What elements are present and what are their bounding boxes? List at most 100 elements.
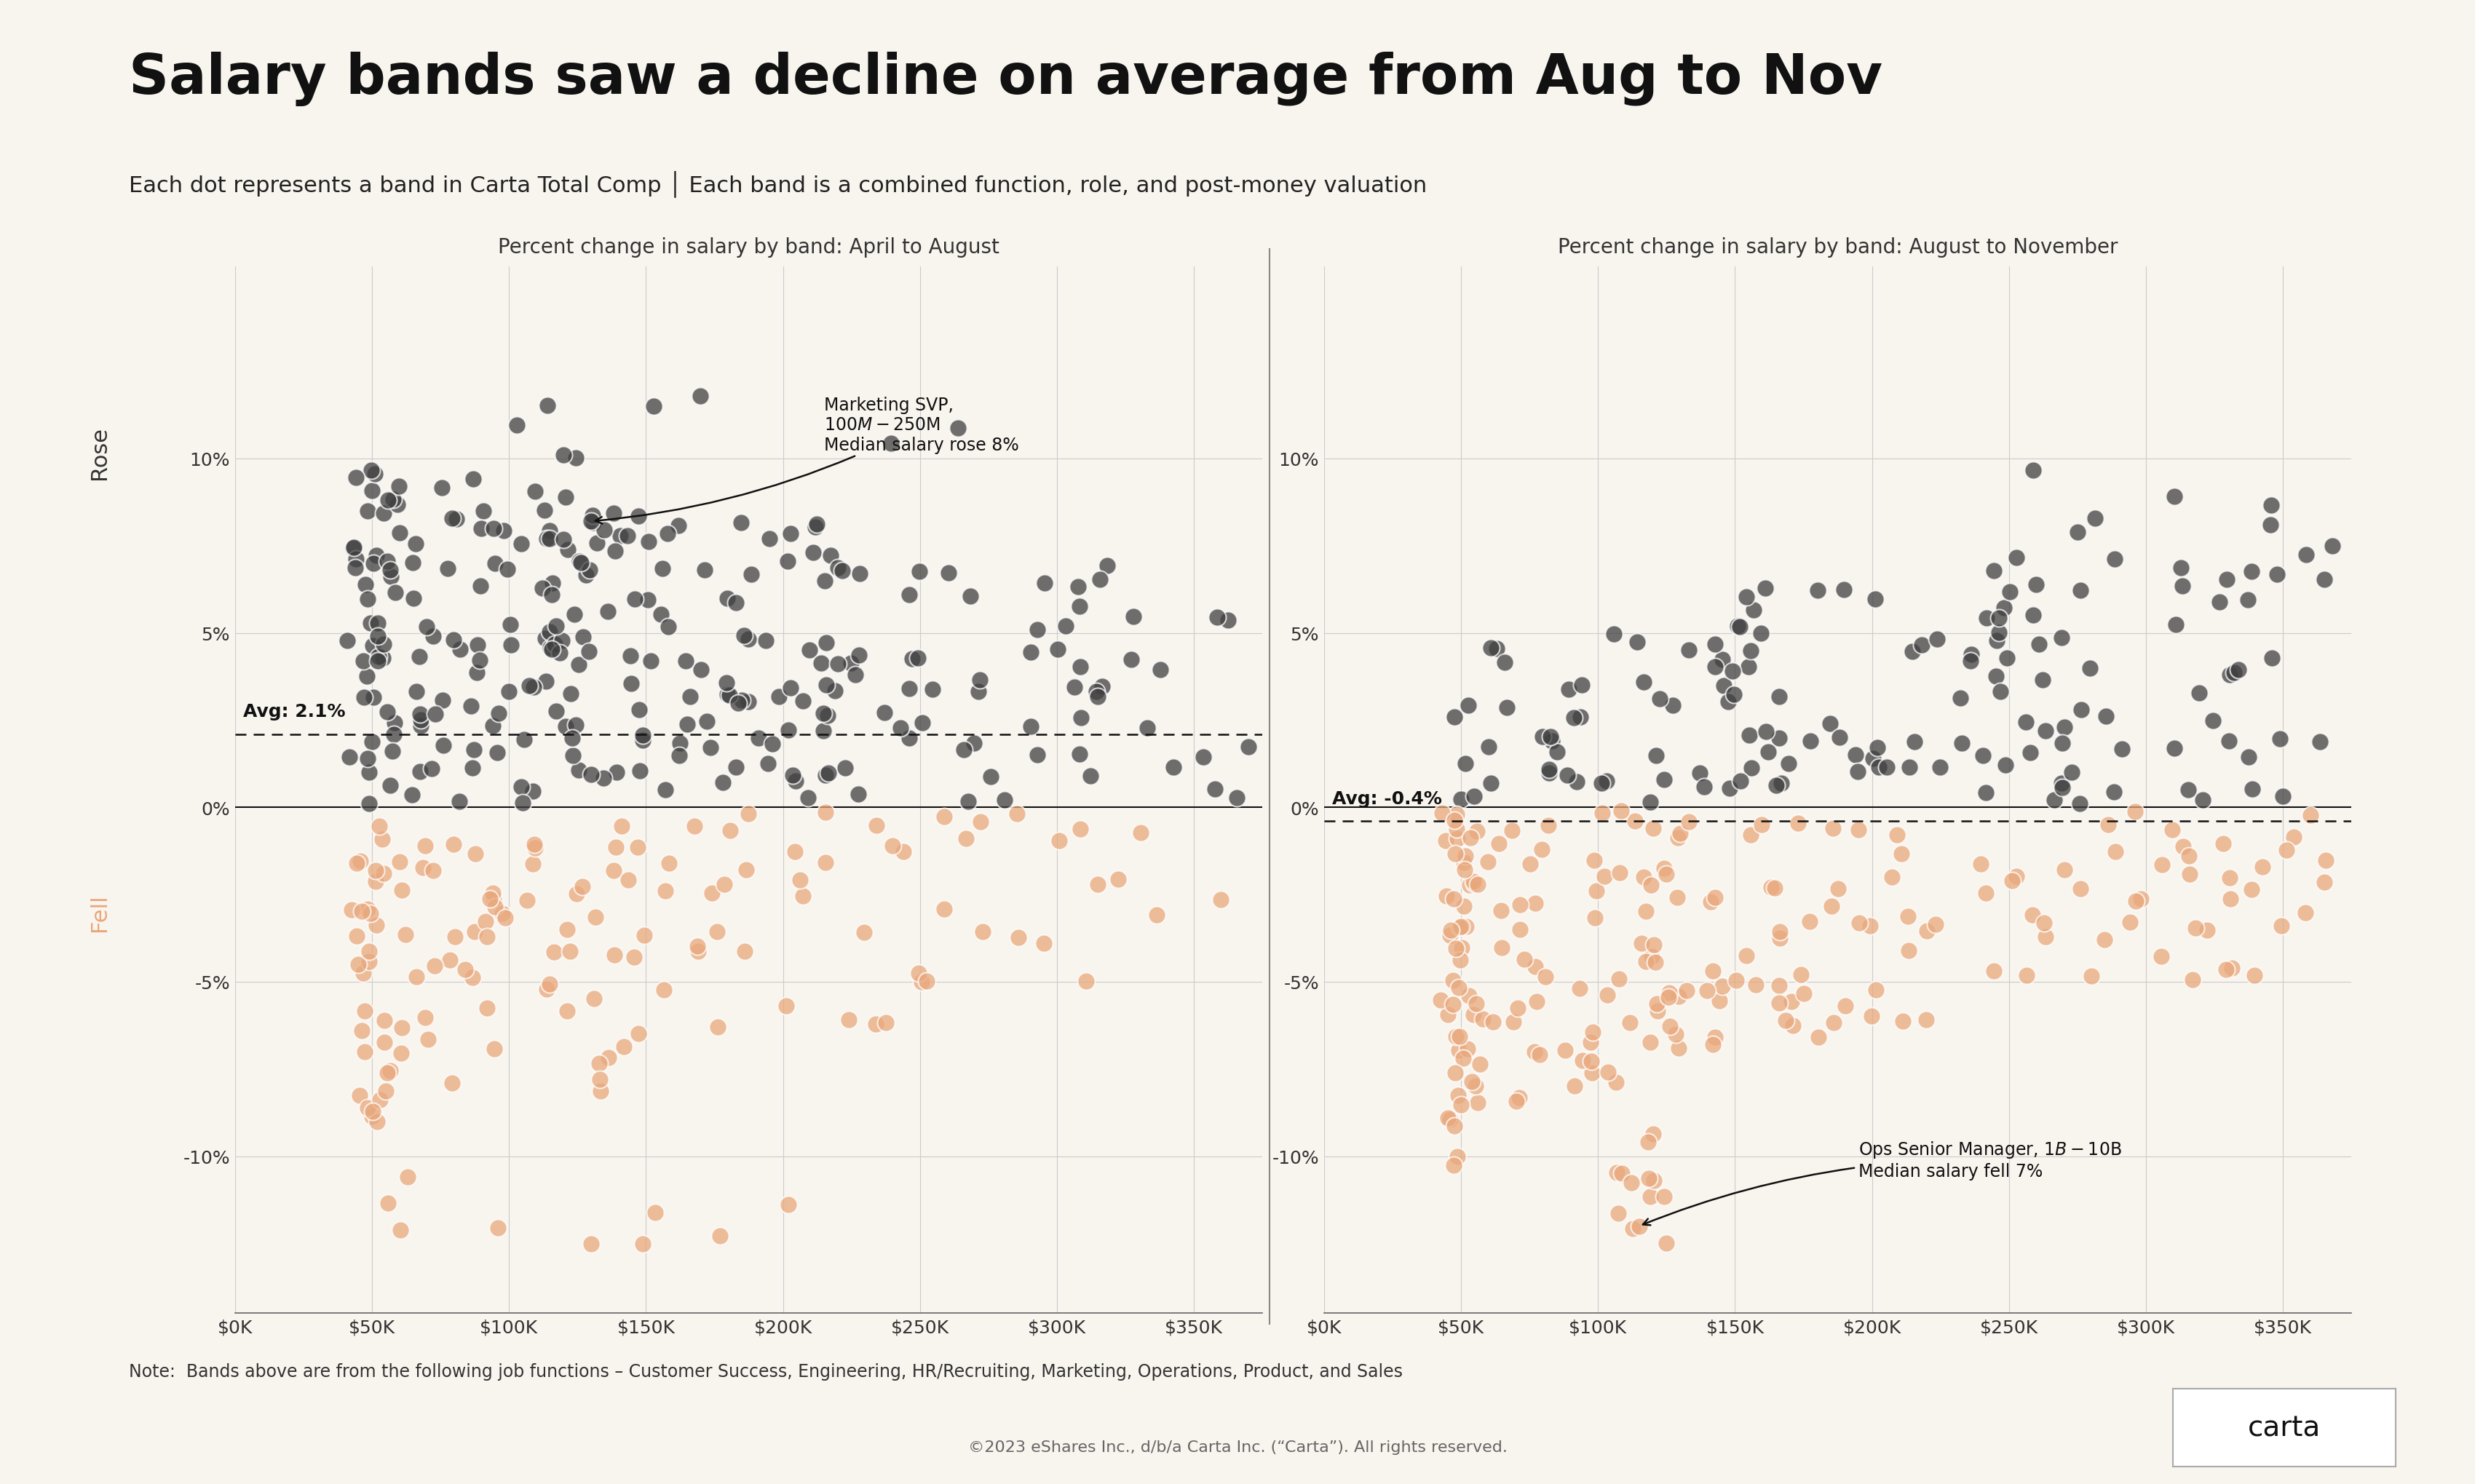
- Point: [356, 914, 396, 938]
- Point: [1195, 778, 1235, 801]
- Point: [562, 874, 601, 898]
- Point: [844, 920, 884, 944]
- Point: [1631, 1184, 1671, 1208]
- Point: [945, 827, 985, 850]
- Point: [1554, 706, 1594, 730]
- Point: [1636, 991, 1676, 1015]
- Point: [475, 895, 515, 919]
- Point: [807, 631, 846, 654]
- Point: [636, 1201, 676, 1224]
- Point: [337, 852, 376, 876]
- Point: [401, 760, 441, 784]
- Point: [1755, 877, 1794, 901]
- Point: [1730, 724, 1770, 748]
- Point: [1881, 843, 1921, 867]
- Point: [349, 792, 389, 816]
- Text: Rose: Rose: [89, 426, 109, 479]
- Point: [1473, 1011, 1512, 1034]
- Point: [1997, 546, 2037, 570]
- Point: [344, 962, 384, 985]
- Point: [1037, 638, 1077, 662]
- Point: [401, 708, 441, 732]
- Point: [705, 873, 745, 896]
- Point: [473, 881, 512, 905]
- Point: [1527, 966, 1567, 990]
- Point: [1438, 803, 1478, 827]
- Point: [2262, 914, 2302, 938]
- Point: [1616, 810, 1656, 834]
- Point: [2242, 855, 2282, 879]
- Point: [473, 516, 512, 540]
- Point: [381, 879, 421, 902]
- Point: [1629, 1131, 1668, 1155]
- Point: [1859, 736, 1898, 760]
- Point: [1596, 1071, 1636, 1095]
- Point: [928, 561, 968, 585]
- Point: [1500, 919, 1539, 942]
- Point: [569, 640, 609, 663]
- Point: [559, 549, 599, 573]
- Point: [349, 950, 389, 974]
- Point: [1648, 985, 1688, 1009]
- Point: [1695, 656, 1735, 680]
- Point: [601, 815, 641, 838]
- Point: [1611, 1011, 1651, 1034]
- Point: [356, 859, 396, 883]
- Point: [2012, 604, 2052, 628]
- Point: [913, 678, 953, 702]
- Point: [364, 862, 403, 886]
- Point: [381, 1218, 421, 1242]
- Point: [1141, 657, 1181, 681]
- Point: [339, 953, 379, 976]
- Point: [624, 923, 663, 947]
- Point: [2044, 715, 2084, 739]
- Point: [2200, 591, 2240, 614]
- Point: [562, 552, 601, 576]
- Point: [1730, 656, 1770, 680]
- Point: [1495, 1011, 1534, 1034]
- Point: [1643, 856, 1683, 880]
- Point: [1000, 926, 1040, 950]
- Point: [329, 745, 369, 769]
- Point: [369, 1192, 408, 1215]
- Point: [339, 850, 379, 874]
- Point: [1760, 991, 1799, 1015]
- Point: [423, 476, 463, 500]
- Point: [1448, 1037, 1487, 1061]
- Point: [594, 502, 634, 525]
- Point: [715, 755, 755, 779]
- Point: [594, 944, 634, 968]
- Point: [1713, 659, 1752, 683]
- Point: [1485, 650, 1525, 674]
- Point: [708, 588, 747, 611]
- Point: [507, 889, 547, 913]
- Point: [1695, 1025, 1735, 1049]
- Point: [361, 1088, 401, 1112]
- Point: [1730, 640, 1770, 663]
- Text: carta: carta: [2247, 1414, 2322, 1441]
- Point: [1047, 614, 1087, 638]
- Point: [416, 702, 455, 726]
- Point: [1765, 1009, 1804, 1033]
- Point: [1634, 1122, 1673, 1146]
- Point: [547, 917, 587, 941]
- Point: [728, 628, 767, 651]
- Point: [527, 393, 567, 417]
- Point: [1760, 974, 1799, 997]
- Point: [342, 1020, 381, 1043]
- Point: [572, 510, 611, 534]
- Point: [671, 684, 710, 708]
- Text: Note:  Bands above are from the following job functions – Customer Success, Engi: Note: Bands above are from the following…: [129, 1362, 1403, 1380]
- Point: [396, 680, 436, 703]
- Point: [864, 700, 903, 724]
- Point: [1809, 712, 1849, 736]
- Point: [389, 1165, 428, 1189]
- Point: [525, 669, 564, 693]
- Point: [376, 582, 416, 605]
- Point: [2059, 792, 2099, 816]
- Point: [1747, 741, 1787, 764]
- Point: [884, 840, 923, 864]
- Point: [334, 536, 374, 559]
- Point: [1646, 1232, 1685, 1255]
- Point: [2022, 668, 2062, 692]
